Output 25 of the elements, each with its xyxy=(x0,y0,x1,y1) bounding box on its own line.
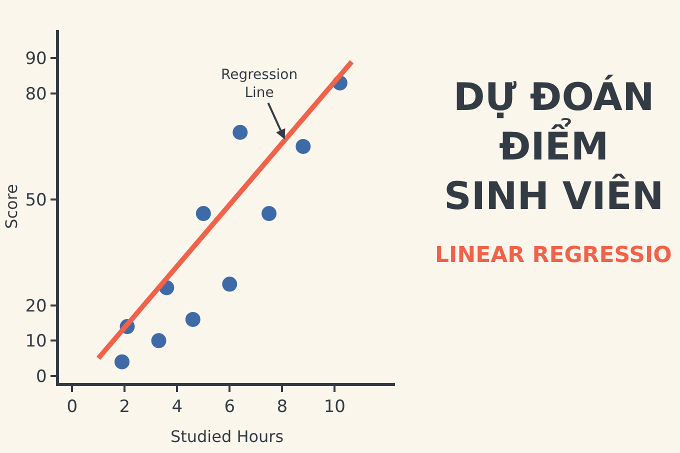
annotation: Regression Line xyxy=(221,67,298,102)
x-tick-label: 0 xyxy=(66,397,78,418)
point xyxy=(151,333,166,348)
y-tick-label: 20 xyxy=(25,296,47,316)
point xyxy=(196,206,211,222)
x-tick-label: 8 xyxy=(276,397,288,418)
point xyxy=(222,276,238,292)
y-axis-title: Score xyxy=(2,184,22,229)
x-tick-label: 2 xyxy=(119,397,130,418)
text: DỰ ĐOÁN ĐIỂM SINH VIÊN xyxy=(444,74,664,218)
point xyxy=(232,124,248,140)
x-tick-label: 6 xyxy=(224,397,236,418)
y-tick-label: 50 xyxy=(25,190,47,210)
x-axis-title: Studied Hours xyxy=(170,426,284,446)
point xyxy=(114,354,130,370)
x-tick-label: 4 xyxy=(172,397,183,418)
y-tick-label: 80 xyxy=(25,84,47,104)
y-tick-label: 90 xyxy=(25,49,47,70)
point xyxy=(185,312,200,327)
x-tick-label: 10 xyxy=(324,397,346,418)
y-tick-label: 10 xyxy=(25,332,47,352)
point xyxy=(262,206,277,222)
point xyxy=(296,138,311,154)
text: LINEAR REGRESSIO xyxy=(435,243,672,268)
y-tick-label: 0 xyxy=(36,366,47,387)
